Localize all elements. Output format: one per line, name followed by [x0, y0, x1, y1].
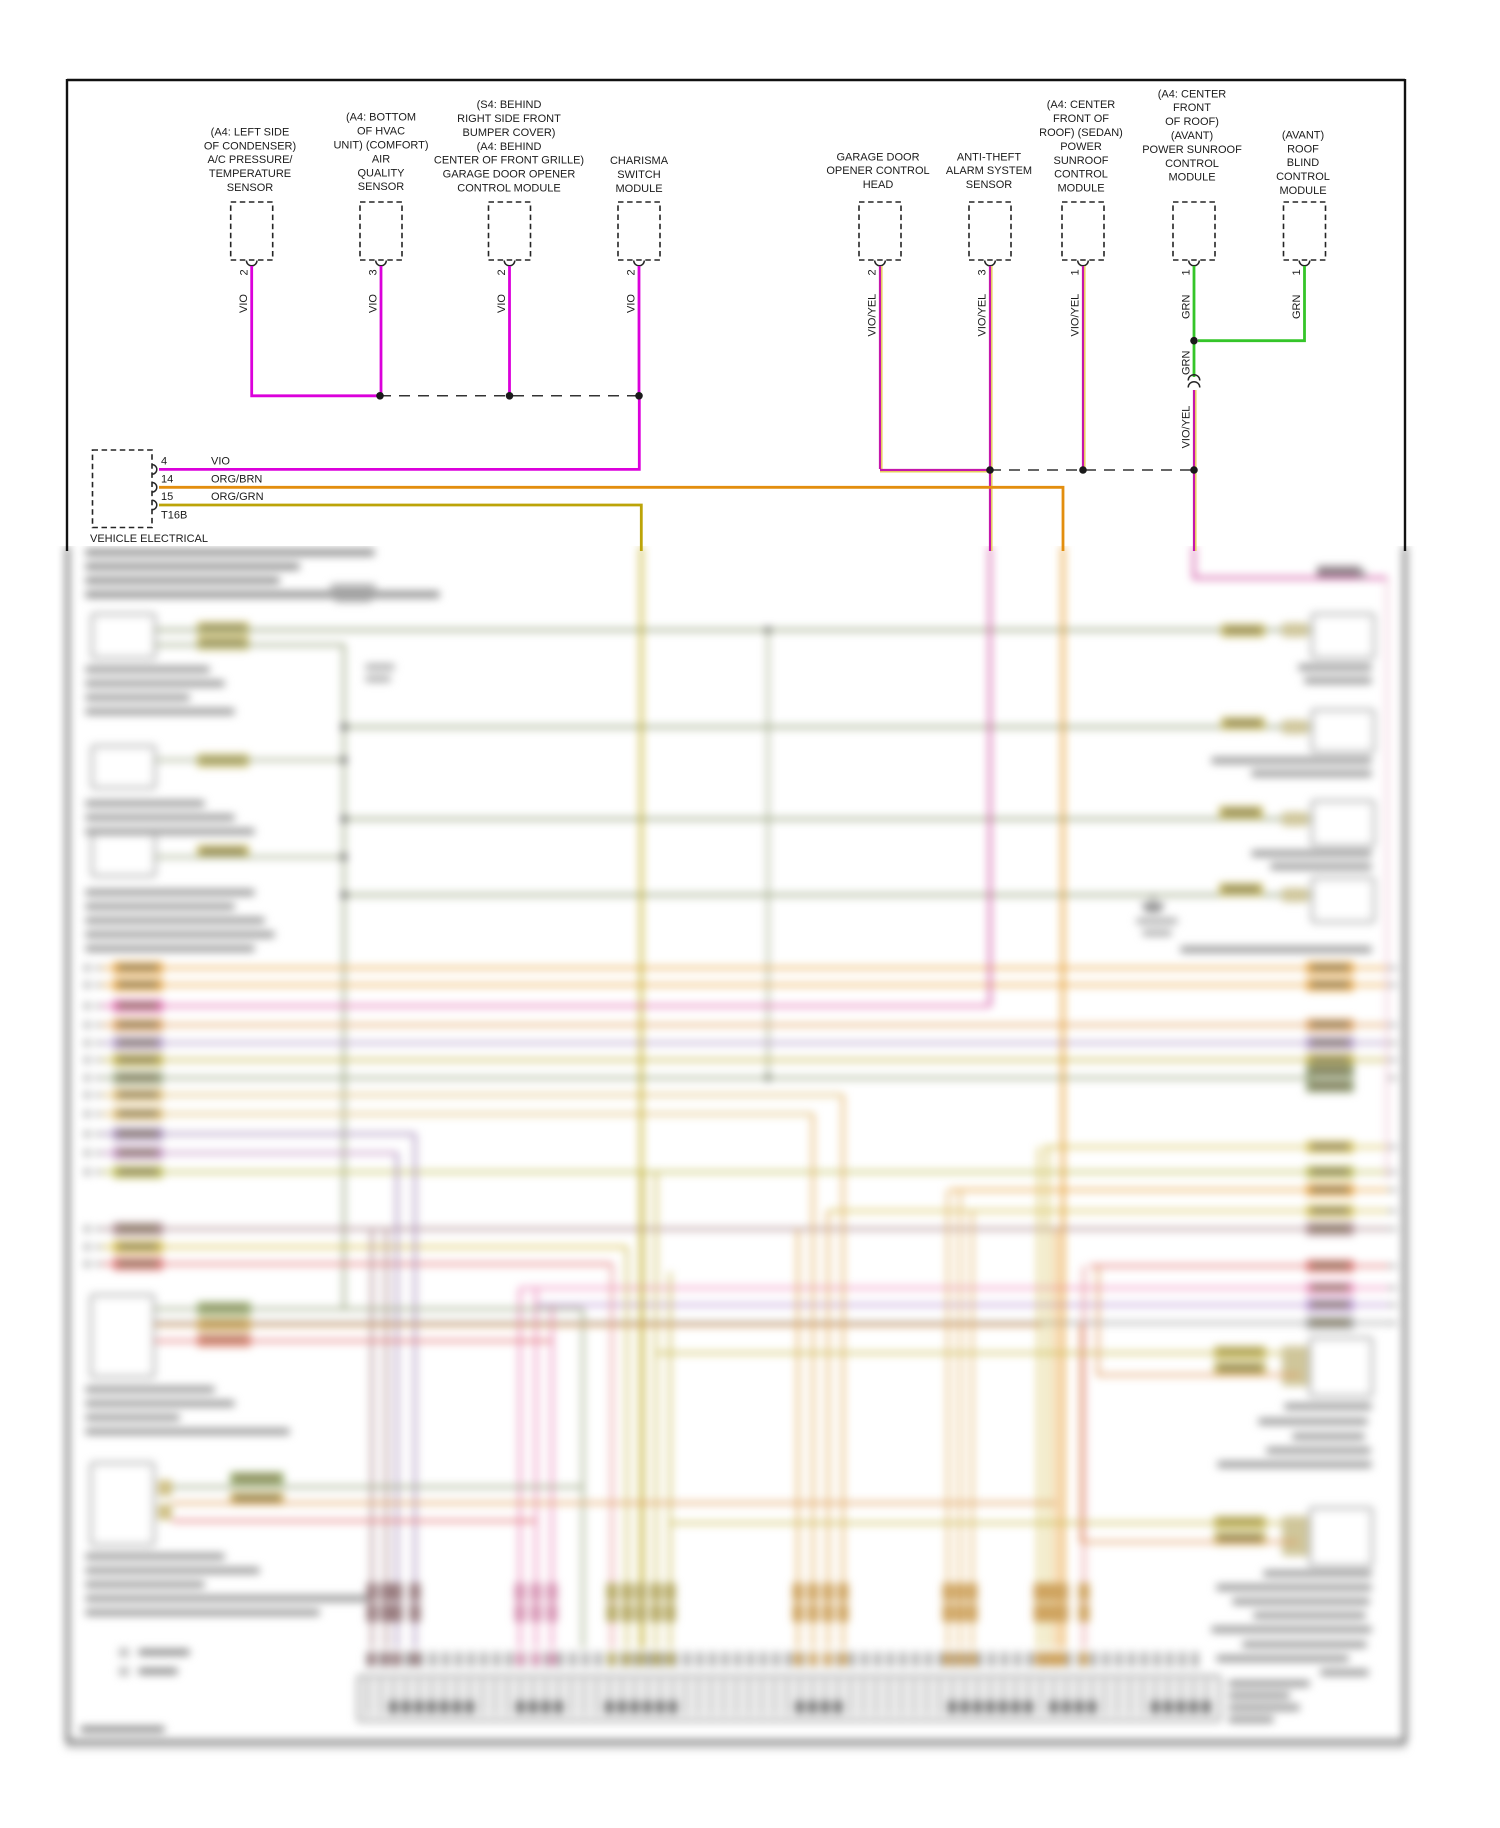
- svg-text:MODULE: MODULE: [1057, 183, 1104, 195]
- svg-text:14: 14: [161, 474, 173, 486]
- svg-text:QUALITY: QUALITY: [357, 167, 405, 179]
- svg-text:CONTROL: CONTROL: [1165, 158, 1219, 170]
- svg-text:TEMPERATURE: TEMPERATURE: [209, 168, 291, 180]
- svg-text:(AVANT): (AVANT): [1282, 129, 1324, 141]
- svg-text:(A4: CENTER: (A4: CENTER: [1158, 88, 1227, 100]
- svg-text:BLIND: BLIND: [1287, 157, 1319, 169]
- svg-text:MODULE: MODULE: [1168, 172, 1215, 184]
- svg-text:1: 1: [1181, 269, 1193, 275]
- svg-text:CENTER OF FRONT GRILLE): CENTER OF FRONT GRILLE): [434, 155, 584, 167]
- svg-text:3: 3: [368, 269, 380, 275]
- svg-text:1: 1: [1070, 269, 1082, 275]
- svg-text:3: 3: [977, 269, 989, 275]
- svg-text:VIO/YEL: VIO/YEL: [977, 294, 989, 337]
- svg-text:VIO/YEL: VIO/YEL: [1181, 406, 1193, 449]
- svg-text:2: 2: [867, 269, 879, 275]
- svg-text:2: 2: [238, 269, 250, 275]
- svg-text:OF ROOF): OF ROOF): [1165, 116, 1219, 128]
- svg-text:OPENER CONTROL: OPENER CONTROL: [826, 165, 929, 177]
- svg-text:POWER SUNROOF: POWER SUNROOF: [1142, 144, 1242, 156]
- svg-text:VIO: VIO: [211, 456, 230, 468]
- svg-text:(A4: BEHIND: (A4: BEHIND: [477, 141, 542, 153]
- svg-text:CHARISMA: CHARISMA: [610, 155, 669, 167]
- svg-text:CONTROL: CONTROL: [1276, 171, 1330, 183]
- svg-text:OF HVAC: OF HVAC: [357, 126, 405, 138]
- svg-text:BUMPER COVER): BUMPER COVER): [463, 127, 556, 139]
- svg-text:A/C PRESSURE/: A/C PRESSURE/: [208, 154, 294, 166]
- svg-text:SWITCH: SWITCH: [617, 169, 660, 181]
- svg-text:ORG/BRN: ORG/BRN: [211, 474, 262, 486]
- svg-text:MODULE: MODULE: [615, 183, 662, 195]
- svg-text:(A4: CENTER: (A4: CENTER: [1047, 99, 1116, 111]
- svg-text:POWER: POWER: [1060, 141, 1102, 153]
- svg-text:VIO/YEL: VIO/YEL: [1070, 294, 1082, 337]
- svg-text:GARAGE DOOR OPENER: GARAGE DOOR OPENER: [443, 169, 576, 181]
- svg-text:AIR: AIR: [372, 153, 390, 165]
- svg-text:GRN: GRN: [1291, 295, 1303, 320]
- svg-text:VIO: VIO: [626, 294, 638, 313]
- svg-text:(A4: LEFT SIDE: (A4: LEFT SIDE: [211, 126, 290, 138]
- svg-text:VIO: VIO: [368, 294, 380, 313]
- svg-text:MODULE: MODULE: [1279, 185, 1326, 197]
- svg-text:HEAD: HEAD: [863, 179, 894, 191]
- svg-text:ANTI-THEFT: ANTI-THEFT: [957, 151, 1021, 163]
- svg-text:SENSOR: SENSOR: [966, 179, 1013, 191]
- svg-text:CONTROL MODULE: CONTROL MODULE: [457, 183, 561, 195]
- svg-text:UNIT) (COMFORT): UNIT) (COMFORT): [333, 140, 428, 152]
- svg-text:4: 4: [161, 456, 167, 468]
- svg-text:FRONT: FRONT: [1173, 102, 1211, 114]
- svg-text:ORG/GRN: ORG/GRN: [211, 491, 264, 503]
- svg-text:2: 2: [496, 269, 508, 275]
- svg-text:SENSOR: SENSOR: [227, 182, 274, 194]
- svg-text:VEHICLE ELECTRICAL: VEHICLE ELECTRICAL: [90, 533, 208, 545]
- svg-text:GARAGE DOOR: GARAGE DOOR: [836, 151, 919, 163]
- svg-text:(S4: BEHIND: (S4: BEHIND: [477, 99, 542, 111]
- svg-text:FRONT OF: FRONT OF: [1053, 113, 1109, 125]
- svg-text:15: 15: [161, 491, 173, 503]
- svg-text:ROOF: ROOF: [1287, 143, 1319, 155]
- svg-text:RIGHT SIDE FRONT: RIGHT SIDE FRONT: [457, 113, 561, 125]
- svg-text:SENSOR: SENSOR: [358, 181, 405, 193]
- svg-text:ALARM SYSTEM: ALARM SYSTEM: [946, 165, 1032, 177]
- svg-text:ROOF) (SEDAN): ROOF) (SEDAN): [1039, 127, 1123, 139]
- svg-text:SUNROOF: SUNROOF: [1054, 155, 1109, 167]
- svg-text:GRN: GRN: [1181, 351, 1193, 376]
- svg-text:2: 2: [626, 269, 638, 275]
- svg-text:VIO: VIO: [496, 294, 508, 313]
- svg-text:1: 1: [1291, 269, 1303, 275]
- svg-text:(A4: BOTTOM: (A4: BOTTOM: [346, 112, 416, 124]
- svg-text:VIO/YEL: VIO/YEL: [867, 294, 879, 337]
- svg-text:GRN: GRN: [1181, 295, 1193, 320]
- svg-text:(AVANT): (AVANT): [1171, 130, 1213, 142]
- svg-text:VIO: VIO: [238, 294, 250, 313]
- svg-text:CONTROL: CONTROL: [1054, 169, 1108, 181]
- svg-text:T16B: T16B: [161, 510, 187, 522]
- svg-text:OF CONDENSER): OF CONDENSER): [204, 140, 296, 152]
